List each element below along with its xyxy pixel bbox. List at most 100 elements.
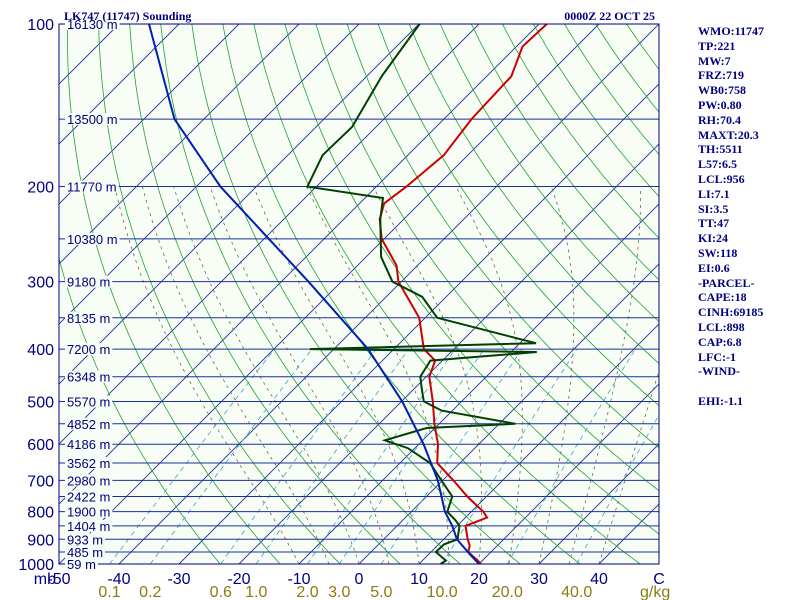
mixing-ratio-label: 40.0: [561, 584, 592, 600]
mixing-ratio-label: 3.0: [328, 584, 350, 600]
index-item: SW:118: [698, 245, 738, 260]
index-item: CINH:69185: [698, 305, 764, 320]
isotherm-line: [298, 203, 659, 564]
isotherm-line: [358, 263, 659, 564]
pressure-tick-label: 1000: [18, 557, 54, 574]
index-item: LCL:898: [698, 319, 745, 334]
height-label: 4186 m: [67, 437, 110, 452]
sounding-traces: [148, 24, 548, 564]
mixing-ratio-label: 0.1: [98, 584, 120, 600]
pressure-tick-label: 800: [27, 505, 54, 522]
height-label-background: [65, 395, 113, 408]
index-item: TH:5511: [698, 142, 743, 157]
temperature-tick-label: -10: [287, 571, 310, 588]
height-label: 2422 m: [67, 490, 110, 505]
height-label: 59 m: [67, 557, 96, 572]
height-label-background: [65, 456, 113, 469]
pressure-tick-label: 200: [27, 180, 54, 197]
isotherm-line: [118, 24, 659, 564]
mixing-ratio-unit-label: g/kg: [640, 584, 670, 600]
index-item: LCL:956: [698, 171, 745, 186]
parcel-trace: [148, 24, 480, 564]
index-item: CAP:6.8: [698, 334, 742, 349]
temperature-tick-label: 10: [410, 571, 428, 588]
height-label-background: [65, 417, 113, 430]
index-item: MW:7: [698, 53, 731, 68]
isotherm-line: [59, 24, 360, 325]
mixing-ratio-label: 5.0: [370, 584, 392, 600]
index-item: SI:3.5: [698, 201, 729, 216]
height-label-background: [65, 519, 113, 532]
height-label: 13500 m: [67, 112, 118, 127]
sounding-time: 0000Z 22 OCT 25: [564, 9, 655, 23]
index-item: -WIND-: [698, 364, 740, 379]
height-label-background: [65, 232, 120, 245]
height-label-background: [65, 370, 113, 383]
moist-adiabat-line: [253, 186, 420, 564]
mixing-ratio-label: 2.0: [296, 584, 318, 600]
height-label-background: [65, 558, 98, 570]
height-label: 16130 m: [67, 17, 118, 32]
height-label: 485 m: [67, 545, 103, 560]
temperature-tick-label: -40: [107, 571, 130, 588]
temperature-tick-label: -50: [47, 571, 70, 588]
index-item: L57:6.5: [698, 157, 737, 172]
isotherm-line: [59, 24, 300, 265]
height-label: 4852 m: [67, 417, 110, 432]
temperature-tick-label: 30: [530, 571, 548, 588]
height-label: 8135 m: [67, 311, 110, 326]
index-item: EI:0.6: [698, 260, 730, 275]
height-label: 933 m: [67, 532, 103, 547]
moist-adiabat-line: [142, 186, 330, 564]
mixing-ratio-label: 0.6: [210, 584, 232, 600]
index-item: -PARCEL-: [698, 275, 755, 290]
index-item: WB0:758: [698, 83, 746, 98]
pressure-tick-label: 300: [27, 275, 54, 292]
index-item: LI:7.1: [698, 186, 730, 201]
moist-adiabat-line: [114, 186, 300, 564]
temperature-unit-label: C: [653, 571, 665, 588]
mixing-ratio-label: 20.0: [492, 584, 523, 600]
height-label-background: [65, 545, 106, 558]
height-label-background: [65, 180, 119, 193]
station-title: LK747 (11747) Sounding: [64, 9, 191, 23]
height-label: 11770 m: [67, 180, 117, 195]
index-item: MAXT:20.3: [698, 127, 759, 142]
isotherm-line: [59, 24, 480, 445]
height-label-background: [65, 474, 113, 487]
height-label: 1404 m: [67, 519, 110, 534]
mixing-ratio-label: 0.2: [139, 584, 161, 600]
moist-adiabat-line: [598, 369, 659, 564]
height-label-background: [65, 505, 113, 518]
temperature-tick-label: -20: [227, 571, 250, 588]
isotherm-line: [59, 24, 420, 385]
index-item: KI:24: [698, 231, 728, 246]
index-item: LFC:-1: [698, 349, 736, 364]
height-label-background: [65, 113, 120, 126]
isotherm-line: [238, 143, 659, 564]
height-label: 9180 m: [67, 275, 110, 290]
pressure-tick-label: 100: [27, 17, 54, 34]
height-label: 1900 m: [67, 505, 110, 520]
isotherm-line: [538, 443, 659, 564]
height-label: 3562 m: [67, 456, 110, 471]
temperature-tick-label: 0: [355, 571, 364, 588]
temperature-tick-label: 20: [470, 571, 488, 588]
index-item: WMO:11747: [698, 24, 764, 38]
index-item: CAPE:18: [698, 290, 747, 305]
moist-adiabat-line: [538, 186, 575, 564]
height-label: 6348 m: [67, 370, 110, 385]
height-label-background: [65, 533, 106, 546]
pressure-tick-label: 500: [27, 394, 54, 411]
isotherm-line: [59, 24, 600, 564]
dewpoint-trace: [305, 24, 537, 564]
mixing-ratio-label: 1.0: [245, 584, 267, 600]
isotherm-line: [478, 383, 659, 564]
height-label-background: [65, 311, 113, 324]
plot-border: [58, 23, 660, 565]
isotherm-line: [59, 24, 540, 505]
pressure-tick-label: 600: [27, 437, 54, 454]
height-label: 2980 m: [67, 473, 110, 488]
